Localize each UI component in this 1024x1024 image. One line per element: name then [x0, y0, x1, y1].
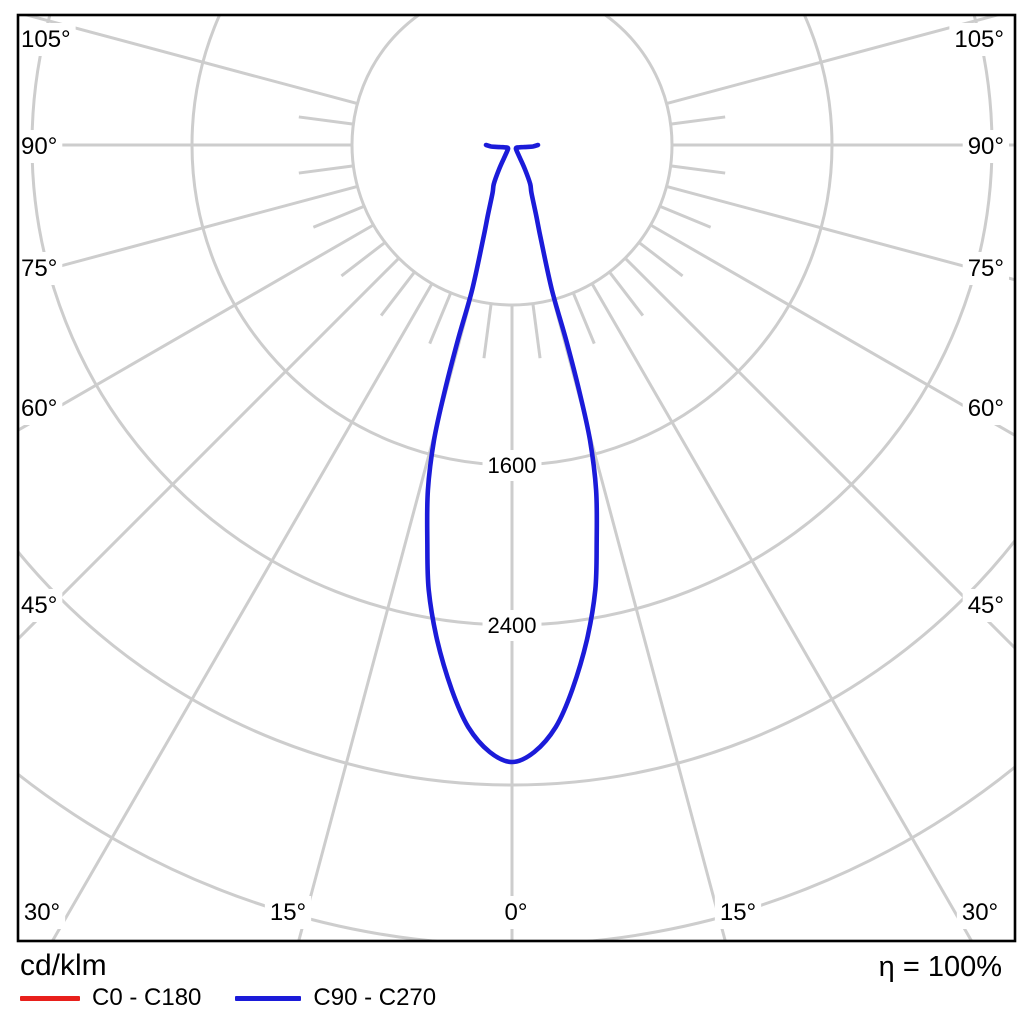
- legend-label-c90-c270: C90 - C270: [313, 984, 437, 1011]
- angle-label-bottom-1: 15°: [270, 899, 306, 926]
- angle-label-bottom-3: 15°: [720, 899, 756, 926]
- grid-ray-105: [21, 15, 358, 106]
- grid-tick-7.5: [531, 303, 542, 359]
- grid-tick-67.5: [659, 204, 712, 229]
- grid-ray-105: [666, 15, 1003, 106]
- angle-label-right-105°: 105°: [954, 26, 1004, 53]
- grid-ray-15: [297, 299, 473, 941]
- grid-ray-30: [590, 282, 974, 941]
- legend-item-c90-c270: C90 - C270: [235, 984, 436, 1012]
- angle-label-left-105°: 105°: [21, 26, 71, 53]
- grid-ring-800: [350, 15, 674, 307]
- legend: C0 - C180 C90 - C270: [20, 984, 436, 1012]
- grid-tick-52.5: [340, 241, 386, 278]
- grid-ray-75: [666, 184, 1015, 282]
- grid-ray-60: [649, 223, 1015, 438]
- ring-value-label-1600: 1600: [488, 453, 537, 478]
- grid-tick-7.5: [482, 303, 493, 359]
- grid-tick-97.5: [298, 115, 354, 126]
- unit-label: cd/klm: [20, 949, 107, 982]
- grid-tick-82.5: [670, 164, 726, 175]
- angle-label-right-45°: 45°: [968, 592, 1004, 619]
- angle-label-bottom-2: 0°: [505, 899, 528, 926]
- efficiency-label: η = 100%: [878, 951, 1002, 983]
- angle-label-bottom-0: 30°: [24, 899, 60, 926]
- grid-ray-75: [18, 184, 358, 279]
- grid-ray-30: [50, 282, 434, 941]
- red-line-swatch: [20, 995, 80, 1001]
- c90-c270-curve: [424, 142, 600, 765]
- angle-label-left-45°: 45°: [21, 592, 57, 619]
- grid-tick-37.5: [379, 271, 416, 317]
- axis-labels: 105° 90° 75° 60° 45° 105° 90° 75° 60° 45° 30° 15° 0°…: [16, 23, 1009, 929]
- angle-label-left-75°: 75°: [21, 255, 57, 282]
- grid-ray-45: [18, 257, 400, 642]
- angle-label-left-60°: 60°: [21, 395, 57, 422]
- grid-tick-97.5: [670, 115, 726, 126]
- grid-tick-22.5: [428, 292, 453, 345]
- blue-line-swatch: [235, 995, 302, 1001]
- grid-ray-45: [624, 257, 1015, 651]
- angle-label-right-75°: 75°: [968, 255, 1004, 282]
- legend-label-c0-c180: C0 - C180: [92, 984, 202, 1011]
- ring-value-label-2400: 2400: [488, 613, 537, 638]
- grid-ray-60: [18, 223, 375, 432]
- angle-label-bottom-4: 30°: [962, 899, 998, 926]
- grid-tick-52.5: [638, 241, 684, 278]
- chart-frame: [16, 13, 1017, 943]
- grid-tick-22.5: [571, 292, 596, 345]
- angle-label-left-90°: 90°: [21, 133, 57, 160]
- angle-label-right-60°: 60°: [968, 395, 1004, 422]
- grid-tick-37.5: [608, 271, 645, 317]
- legend-item-c0-c180: C0 - C180: [20, 984, 201, 1012]
- grid-tick-67.5: [312, 204, 365, 229]
- angle-label-right-90°: 90°: [968, 133, 1004, 160]
- grid-tick-82.5: [298, 164, 354, 175]
- grid-ray-15: [551, 299, 727, 941]
